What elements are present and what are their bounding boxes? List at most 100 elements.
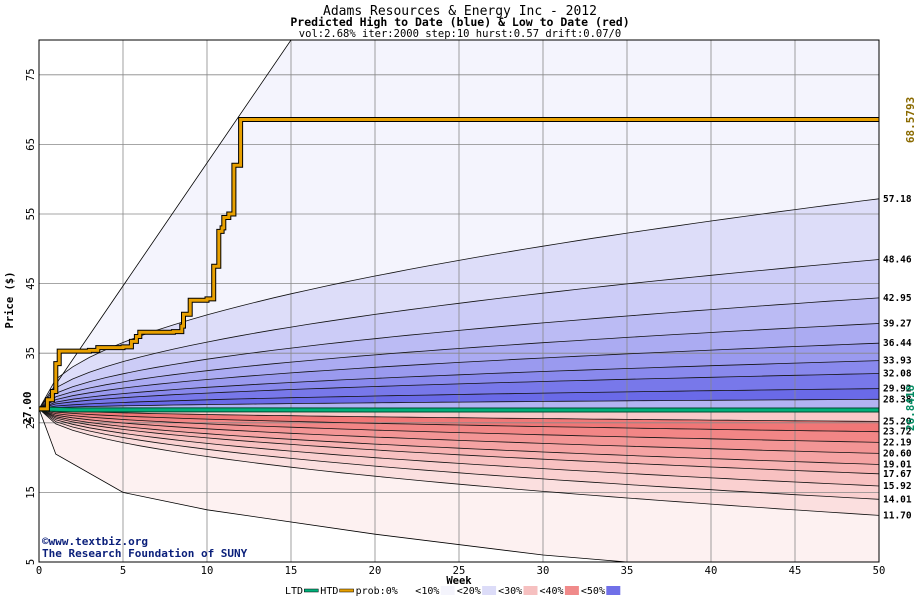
x-tick-label: 30 [537,565,550,577]
quantile-line [38,360,880,410]
quantile-label: 29.92 [883,384,912,395]
legend-label: HTD [320,586,338,597]
band-high [39,259,879,409]
quantile-line [38,408,880,465]
min-envelope-line [38,408,628,563]
y-tick-label: 35 [25,347,37,360]
band-high [39,360,879,409]
chart-params: vol:2.68% iter:2000 step:10 hurst:0.57 d… [299,28,621,40]
quantile-label: 48.46 [883,255,912,266]
quantile-line [38,408,880,422]
quantile-line [38,388,880,410]
band-low [39,408,879,454]
quantile-label: 25.20 [883,416,912,427]
band-high [39,343,879,409]
y-tick-label: 15 [25,486,37,499]
quantile-line [38,408,880,454]
legend-label: <20% [457,586,481,597]
quantile-label: 15.92 [883,481,912,492]
quantile-line [38,408,880,516]
legend-swatch [440,586,455,595]
x-tick-label: 5 [120,565,126,577]
legend-swatch [339,588,354,593]
y-tick-label: 25 [25,416,37,429]
x-axis-label: Week [446,575,472,587]
quantile-label: 39.27 [883,318,912,329]
y-tick-label: 55 [25,208,37,221]
to-date-series [38,117,880,413]
x-tick-label: 45 [789,565,802,577]
quantile-line [38,408,880,500]
plot-frame [38,39,880,563]
legend-swatch [304,588,319,593]
band-low [39,408,879,486]
start-price-label: 27.00 [21,391,34,424]
x-tick-label: 25 [453,565,466,577]
quantile-label: 33.93 [883,356,912,367]
chart-title: Adams Resources & Energy Inc - 2012 [323,4,597,19]
band-low [39,408,879,465]
quantile-label: 20.60 [883,448,912,459]
x-tick-label: 40 [705,565,718,577]
legend-swatch [482,586,497,595]
band-low [39,408,879,500]
y-tick-label: 45 [25,277,37,290]
quantile-line [38,408,880,475]
quantile-line [38,398,880,410]
quantile-line [38,323,880,410]
legend-label: <40% [540,586,564,597]
quantile-line [38,259,880,410]
quantile-label: 22.19 [883,437,912,448]
legend-label: <10% [415,586,439,597]
credit-website: ©www.textbiz.org [42,535,148,548]
band-low [39,408,879,516]
quantile-line [38,408,880,487]
credit-organization: The Research Foundation of SUNY [42,547,248,560]
legend-swatch [399,586,414,595]
legend-label: LTD [285,586,303,597]
quantile-label: 42.95 [883,293,912,304]
high-to-date-line [39,118,879,411]
x-tick-label: 20 [369,565,382,577]
quantile-label: 17.67 [883,469,912,480]
quantile-label: 57.18 [883,194,912,205]
x-tick-label: 15 [285,565,298,577]
quantile-label: 14.01 [883,494,912,505]
legend-label: prob:0% [356,586,398,597]
legend: LTD HTD prob:0% <10% <20% <30% <40% <50% [285,586,621,597]
chart-subtitle: Predicted High to Date (blue) & Low to D… [290,15,629,29]
high-to-date-label: 68.5793 [904,97,917,143]
quantile-line [38,342,880,410]
quantile-line [38,408,880,433]
quantile-line [38,297,880,410]
quantile-label: 11.70 [883,510,912,521]
quantile-labels: 57.18 48.46 42.95 39.27 36.44 33.93 32.08 29.92… [883,194,912,522]
quantile-line [38,198,880,410]
band-high [39,323,879,409]
quantile-label: 32.08 [883,369,912,380]
legend-label: <50% [581,586,605,597]
legend-swatch [523,586,538,595]
y-tick-label: 65 [25,138,37,151]
y-tick-label: 75 [25,68,37,81]
band-high [39,198,879,409]
quantile-line [38,408,880,443]
quantile-line [38,373,880,410]
band-low [39,408,879,474]
legend-swatch [564,586,579,595]
quantile-label: 28.38 [883,394,912,405]
quantile-lines [38,39,880,563]
legend-swatch [606,586,621,595]
x-tick-label: 35 [621,565,634,577]
y-axis-label: Price ($) [4,272,16,329]
x-tick-label: 50 [873,565,886,577]
quantile-label: 19.01 [883,459,912,470]
x-tick-label: 0 [36,565,42,577]
quantile-label: 23.72 [883,427,912,438]
legend-label: <30% [498,586,522,597]
band-high [39,297,879,409]
low-to-date-line [38,407,880,412]
